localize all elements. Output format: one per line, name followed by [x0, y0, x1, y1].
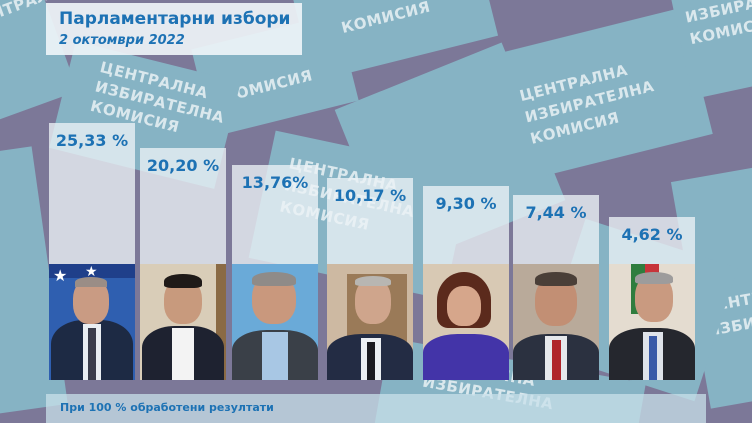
candidate-photo-6 [513, 264, 599, 380]
bar-value-label: 9,30 % [435, 194, 497, 213]
bg-text: КОМИСИЯ [339, 0, 433, 38]
bar-value-label: 4,62 % [621, 225, 683, 244]
bar-2: 20,20 % [140, 148, 226, 380]
bar-4: 10,17 % [327, 178, 413, 380]
candidate-photo-1: ★ ★ [49, 264, 135, 380]
footer-note-box: При 100 % обработени резултати [46, 394, 706, 423]
bar-6: 7,44 % [513, 195, 599, 380]
bar-value-label: 25,33 % [55, 131, 129, 150]
bar-5: 9,30 % [423, 186, 509, 380]
bar-value-label: 13,76% [241, 173, 309, 192]
candidate-photo-3 [232, 264, 318, 380]
bar-1: 25,33 % ★ ★ [49, 123, 135, 380]
candidate-photo-7 [609, 264, 695, 380]
chart-subtitle: 2 октомври 2022 [59, 33, 185, 48]
candidate-photo-5 [423, 264, 509, 380]
bar-value-label: 7,44 % [525, 203, 587, 222]
candidate-photo-4 [327, 264, 413, 380]
chart-title: Парламентарни избори [59, 9, 291, 29]
bar-value-label: 10,17 % [333, 186, 407, 205]
bar-7: 4,62 % [609, 217, 695, 380]
bar-value-label: 20,20 % [146, 156, 220, 175]
title-box: Парламентарни избори 2 октомври 2022 [46, 3, 302, 55]
candidate-photo-2 [140, 264, 226, 380]
bar-3: 13,76% [232, 165, 318, 380]
footer-note: При 100 % обработени резултати [60, 401, 274, 414]
